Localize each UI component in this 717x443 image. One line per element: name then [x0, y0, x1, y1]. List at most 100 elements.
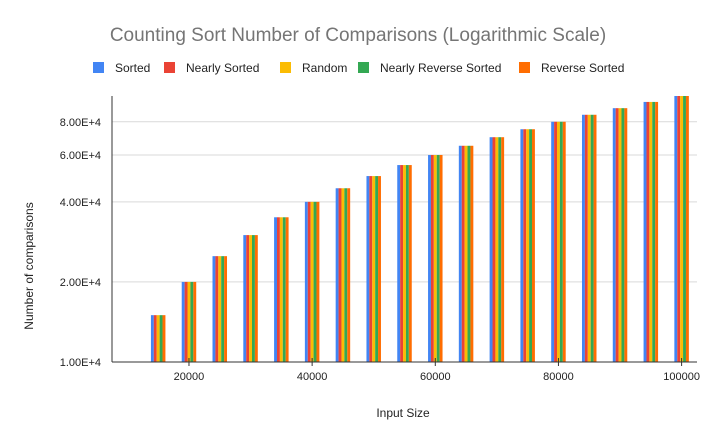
bar	[344, 188, 348, 362]
legend-swatch	[280, 62, 291, 73]
bar	[590, 114, 594, 363]
bar	[369, 176, 373, 362]
bar	[489, 137, 493, 362]
bar	[313, 201, 317, 362]
bar	[159, 315, 163, 362]
x-tick-label: 80000	[543, 371, 574, 383]
bar	[581, 114, 585, 363]
bar	[526, 129, 530, 362]
bar	[338, 188, 342, 362]
bar	[621, 108, 625, 362]
bar	[162, 315, 166, 362]
bar	[652, 101, 656, 363]
bar	[366, 176, 370, 362]
bar	[674, 96, 678, 362]
bar	[153, 315, 157, 362]
bar	[405, 165, 409, 362]
bar	[433, 155, 437, 362]
y-axis-label: Number of comparisons	[22, 202, 36, 329]
x-axis-ticks: 20000 40000 60000 80000 100000	[174, 358, 700, 383]
bar	[551, 121, 555, 362]
bar	[285, 217, 289, 362]
bar	[193, 281, 197, 362]
y-tick-label: 4.00E+4	[60, 197, 101, 209]
bar	[249, 235, 252, 362]
bar	[403, 165, 406, 362]
y-tick-label: 2.00E+4	[60, 277, 101, 289]
bar	[683, 96, 686, 362]
bar	[492, 137, 496, 362]
bar	[246, 235, 250, 362]
bar	[397, 165, 401, 362]
x-axis-label: Input Size	[376, 406, 430, 420]
bar	[643, 101, 647, 363]
bar	[557, 121, 560, 362]
bar	[646, 101, 650, 363]
bar	[618, 108, 622, 362]
bar	[677, 96, 681, 362]
bar	[279, 217, 283, 362]
bar	[430, 155, 434, 362]
bar	[215, 256, 219, 362]
bar	[243, 235, 247, 362]
bar	[461, 145, 465, 362]
bar	[470, 145, 474, 362]
legend-swatch	[519, 62, 530, 73]
bar	[190, 281, 194, 362]
x-tick-label: 100000	[663, 371, 700, 383]
bar	[615, 108, 619, 362]
legend-label: Sorted	[115, 61, 150, 75]
legend-label: Nearly Sorted	[186, 61, 259, 75]
bar	[532, 129, 535, 362]
x-tick-label: 60000	[420, 371, 451, 383]
x-tick-label: 40000	[297, 371, 328, 383]
bar	[378, 176, 381, 362]
bar	[156, 315, 160, 362]
bar	[347, 188, 351, 362]
bar	[649, 101, 653, 363]
bar	[498, 137, 502, 362]
bar	[150, 315, 154, 362]
bar	[221, 256, 225, 362]
bar	[304, 201, 308, 362]
bar	[584, 114, 588, 363]
bar	[458, 145, 462, 362]
bar	[436, 155, 440, 362]
bar	[375, 176, 379, 362]
bar	[341, 188, 345, 362]
bar	[612, 108, 616, 362]
bar	[559, 121, 563, 362]
bar	[554, 121, 557, 362]
bar	[218, 256, 222, 362]
bar	[520, 129, 524, 362]
bar	[529, 129, 533, 362]
legend-label: Reverse Sorted	[541, 61, 624, 75]
legend-label: Random	[302, 61, 347, 75]
bar	[400, 165, 404, 362]
bar	[187, 281, 191, 362]
bar	[310, 201, 314, 362]
bar	[274, 217, 277, 362]
bar	[254, 235, 258, 362]
bar	[184, 281, 188, 362]
bar	[655, 101, 659, 363]
bar	[439, 155, 443, 362]
chart-legend: Sorted Nearly Sorted Random Nearly Reverse …	[93, 61, 624, 75]
legend-swatch	[164, 62, 175, 73]
bar	[316, 201, 320, 362]
chart-axes	[111, 96, 697, 363]
legend-swatch	[93, 62, 104, 73]
bar	[593, 114, 597, 363]
bar	[276, 217, 280, 362]
bar	[495, 137, 499, 362]
y-tick-label: 1.00E+4	[60, 357, 101, 369]
bar	[624, 108, 628, 362]
bar	[408, 165, 412, 362]
bar	[372, 176, 376, 362]
bar	[335, 188, 339, 362]
bar	[212, 256, 216, 362]
bar	[282, 217, 286, 362]
bar	[252, 235, 255, 362]
x-tick-label: 20000	[174, 371, 205, 383]
